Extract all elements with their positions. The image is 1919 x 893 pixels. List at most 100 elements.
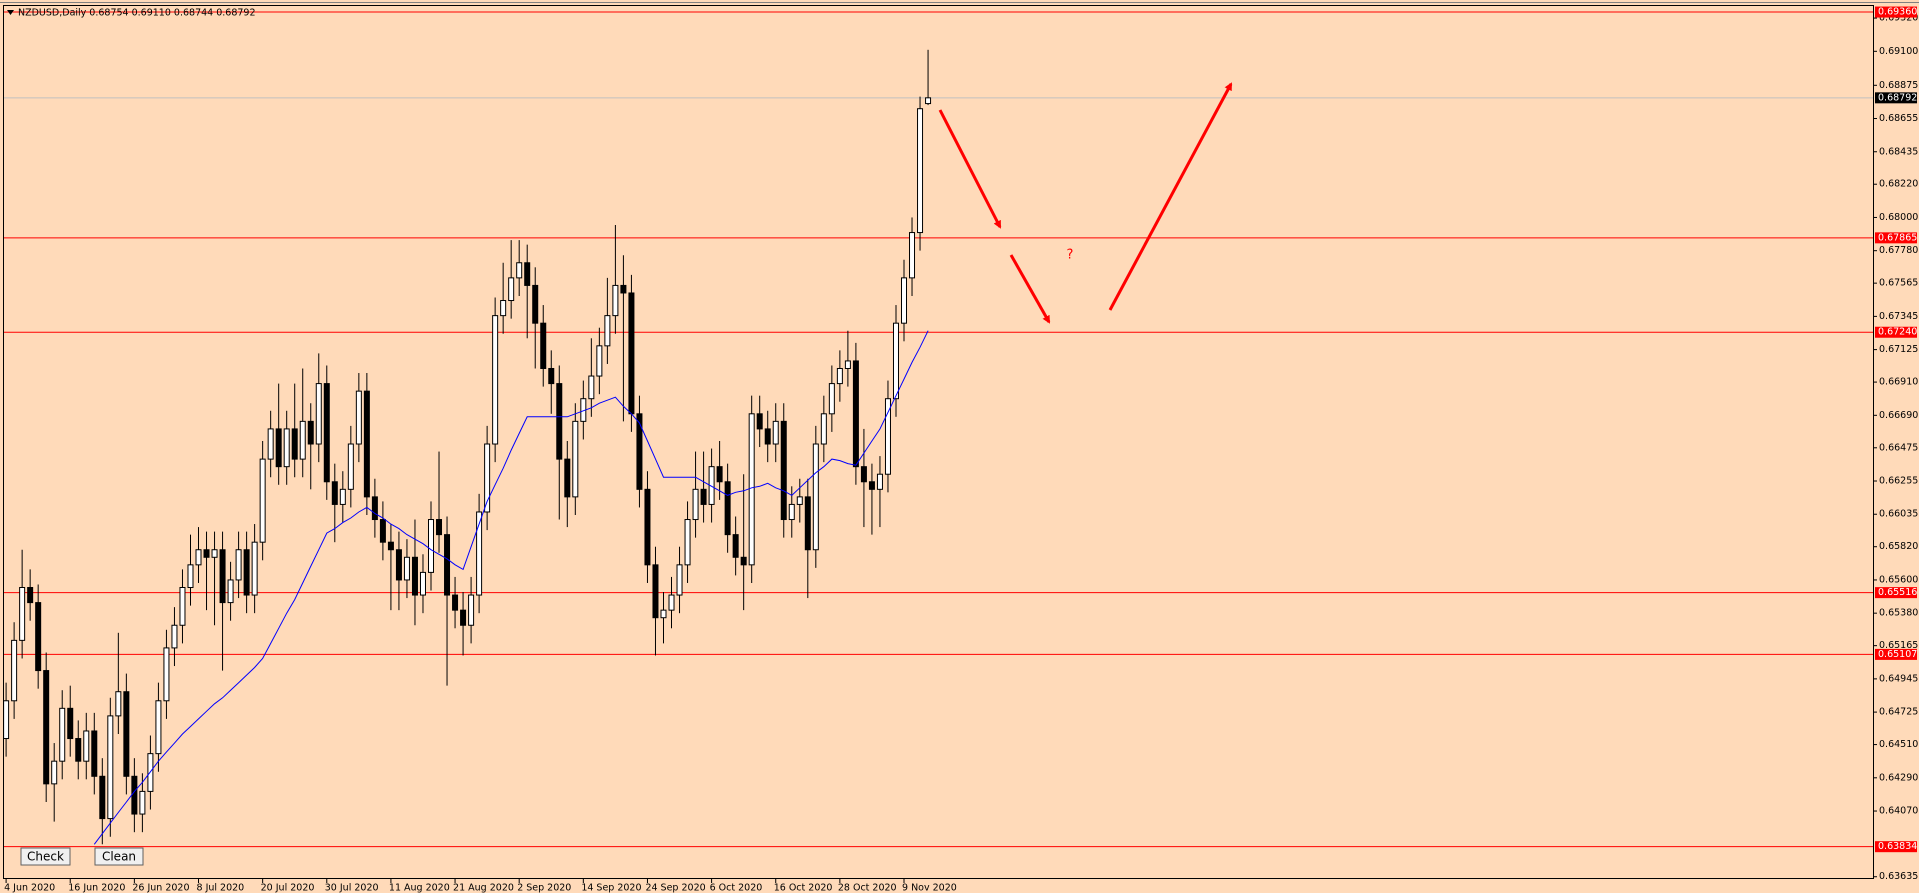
candle-body xyxy=(395,549,402,581)
button-label[interactable]: Clean xyxy=(102,850,136,864)
y-tick-label: 0.64725 xyxy=(1879,707,1918,718)
candle-body xyxy=(267,428,274,460)
candle-body xyxy=(692,488,699,521)
candle-body xyxy=(283,428,290,468)
button-label[interactable]: Check xyxy=(27,850,64,864)
candle-body xyxy=(19,586,26,641)
candle-body xyxy=(299,420,306,460)
level-label-box xyxy=(1875,648,1917,660)
y-tick-label: 0.68435 xyxy=(1879,146,1918,157)
menu-triangle xyxy=(7,10,14,15)
candle-body xyxy=(836,367,843,385)
candle-body xyxy=(163,647,170,702)
candle-body xyxy=(516,262,523,279)
y-tick-label: 0.66475 xyxy=(1879,442,1918,453)
candle-body xyxy=(43,670,50,785)
candle-body xyxy=(444,534,451,596)
candle-body xyxy=(315,383,322,445)
plot-layer: 0.69320 0.69100 0.68875 0.68655 0.68435 0.682… xyxy=(3,7,1918,893)
candle-body xyxy=(540,322,547,369)
candle-body xyxy=(828,383,835,415)
candle-body xyxy=(227,579,234,604)
candle-body xyxy=(572,420,579,498)
candle-body xyxy=(716,466,723,483)
candle-body xyxy=(428,519,435,573)
candle-body xyxy=(732,534,739,558)
candle-body xyxy=(492,315,499,445)
candle-body xyxy=(27,586,34,604)
candle-body xyxy=(596,345,603,377)
candle-body xyxy=(243,549,250,596)
y-tick-label: 0.65820 xyxy=(1879,541,1918,552)
candle-body xyxy=(508,277,515,302)
candle-body xyxy=(892,322,899,400)
candle-body xyxy=(460,609,467,626)
candle-body xyxy=(644,488,651,566)
candle-body xyxy=(684,519,691,566)
candle-body xyxy=(259,458,266,543)
candle-body xyxy=(868,481,875,490)
candle-body xyxy=(452,594,459,611)
y-tick-label: 0.67565 xyxy=(1879,278,1918,289)
y-tick-label: 0.63635 xyxy=(1879,871,1918,882)
last-price-label: 0.68792 xyxy=(1878,92,1917,103)
button-frame[interactable] xyxy=(94,847,144,866)
y-tick-label: 0.67125 xyxy=(1879,344,1918,355)
candle-body xyxy=(564,458,571,498)
level-label-box xyxy=(1875,587,1917,599)
arrow-down xyxy=(938,109,1002,229)
level-label-box xyxy=(1875,841,1917,853)
y-tick-label: 0.64290 xyxy=(1879,772,1918,783)
x-tick-label: 16 Oct 2020 xyxy=(774,883,833,893)
candle-body xyxy=(59,707,66,762)
candle-body xyxy=(780,420,787,521)
clean-button[interactable]: Clean xyxy=(94,847,144,866)
candle-body xyxy=(812,443,819,551)
candle-body xyxy=(756,413,763,430)
candle-body xyxy=(476,511,483,596)
x-tick-label: 26 Jun 2020 xyxy=(132,883,189,893)
candle-body xyxy=(331,481,338,505)
candle-body xyxy=(235,549,242,581)
candle-body xyxy=(347,443,354,490)
candle-body xyxy=(179,586,186,626)
candle-body xyxy=(852,360,859,468)
x-tick-label: 2 Sep 2020 xyxy=(517,883,571,893)
x-tick-label: 30 Jul 2020 xyxy=(325,883,379,893)
candle-body xyxy=(636,413,643,490)
candle-body xyxy=(532,284,539,324)
level-label-box xyxy=(1875,326,1917,338)
level-label-box xyxy=(1875,232,1917,244)
candle-body xyxy=(187,564,194,588)
y-tick-label: 0.66910 xyxy=(1879,377,1918,388)
candle-body xyxy=(75,738,82,762)
y-tick-label: 0.68655 xyxy=(1879,113,1918,124)
candle-body xyxy=(604,315,611,347)
check-button[interactable]: Check xyxy=(20,847,71,866)
candle-body xyxy=(748,413,755,566)
y-tick-label: 0.66035 xyxy=(1879,509,1918,520)
candle-body xyxy=(11,639,18,702)
candle-body xyxy=(468,594,475,626)
candle-body xyxy=(355,390,362,445)
candle-body xyxy=(436,519,443,536)
candle-body xyxy=(67,707,74,740)
candle-body xyxy=(500,300,507,317)
candle-body xyxy=(484,443,491,513)
y-tick-label: 0.69100 xyxy=(1879,46,1918,57)
candle-body xyxy=(211,549,218,558)
y-tick-label: 0.68220 xyxy=(1879,179,1918,190)
candle-body xyxy=(740,556,747,566)
candle-body xyxy=(668,594,675,611)
candle-body xyxy=(131,775,138,815)
y-tick-label: 0.67345 xyxy=(1879,311,1918,322)
button-frame[interactable] xyxy=(20,847,71,866)
candle-body xyxy=(195,549,202,566)
arrow-down xyxy=(1009,254,1051,324)
x-tick-label: 11 Aug 2020 xyxy=(389,883,450,893)
plot-frame xyxy=(3,5,1874,879)
candle-body xyxy=(548,367,555,385)
y-tick-label: 0.68875 xyxy=(1879,80,1918,91)
